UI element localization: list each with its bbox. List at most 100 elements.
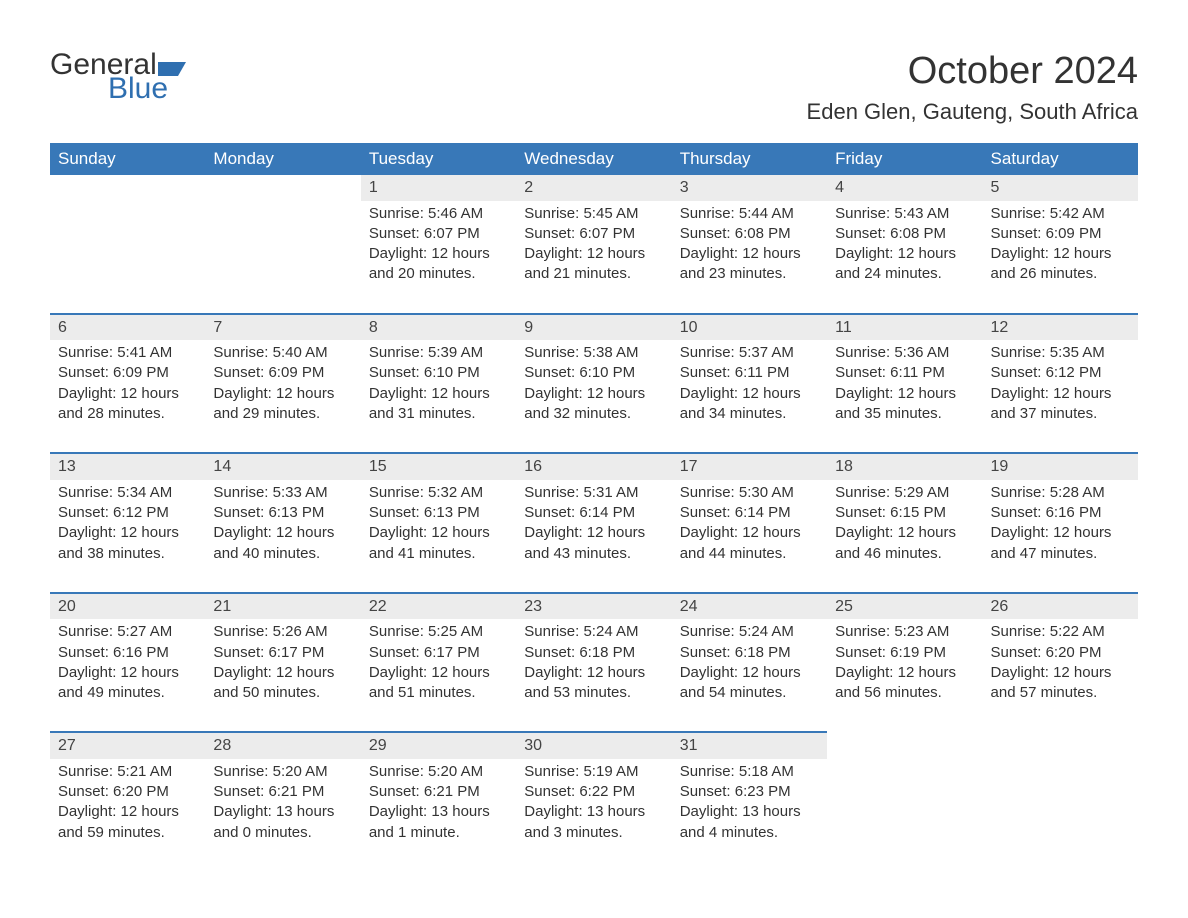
sunrise-line: Sunrise: 5:46 AM (369, 204, 508, 224)
weekday-header-row: Sunday Monday Tuesday Wednesday Thursday… (50, 143, 1138, 175)
day-number-cell: 17 (672, 453, 827, 480)
sunrise-line: Sunrise: 5:31 AM (524, 483, 663, 503)
sunrise-line: Sunrise: 5:38 AM (524, 343, 663, 363)
sunrise-line: Sunrise: 5:41 AM (58, 343, 197, 363)
day-number-cell: 4 (827, 175, 982, 201)
sunrise-line: Sunrise: 5:24 AM (524, 622, 663, 642)
day-number: 14 (213, 458, 231, 475)
day-detail-cell: Sunrise: 5:33 AMSunset: 6:13 PMDaylight:… (205, 480, 360, 593)
sunset-line: Sunset: 6:07 PM (369, 224, 508, 244)
daylight-line: Daylight: 12 hours and 47 minutes. (991, 523, 1130, 564)
sunrise-line: Sunrise: 5:20 AM (213, 762, 352, 782)
daylight-line: Daylight: 12 hours and 59 minutes. (58, 802, 197, 843)
sunrise-line: Sunrise: 5:30 AM (680, 483, 819, 503)
sunrise-line: Sunrise: 5:32 AM (369, 483, 508, 503)
sunset-line: Sunset: 6:15 PM (835, 503, 974, 523)
sunset-line: Sunset: 6:12 PM (991, 363, 1130, 383)
day-number: 16 (524, 458, 542, 475)
sunset-line: Sunset: 6:23 PM (680, 782, 819, 802)
daynum-row: 2728293031 (50, 732, 1138, 759)
day-number-cell: 31 (672, 732, 827, 759)
day-number-cell (50, 175, 205, 201)
day-number: 4 (835, 179, 844, 196)
sunrise-line: Sunrise: 5:24 AM (680, 622, 819, 642)
sunrise-line: Sunrise: 5:36 AM (835, 343, 974, 363)
detail-row: Sunrise: 5:46 AMSunset: 6:07 PMDaylight:… (50, 201, 1138, 314)
sunset-line: Sunset: 6:11 PM (835, 363, 974, 383)
day-number-cell: 23 (516, 593, 671, 620)
day-number: 28 (213, 737, 231, 754)
day-detail-cell (827, 759, 982, 871)
sunrise-line: Sunrise: 5:26 AM (213, 622, 352, 642)
detail-row: Sunrise: 5:41 AMSunset: 6:09 PMDaylight:… (50, 340, 1138, 453)
day-detail-cell: Sunrise: 5:20 AMSunset: 6:21 PMDaylight:… (205, 759, 360, 871)
day-number: 21 (213, 598, 231, 615)
sunrise-line: Sunrise: 5:35 AM (991, 343, 1130, 363)
sunset-line: Sunset: 6:08 PM (680, 224, 819, 244)
daylight-line: Daylight: 12 hours and 49 minutes. (58, 663, 197, 704)
daylight-line: Daylight: 12 hours and 46 minutes. (835, 523, 974, 564)
daylight-line: Daylight: 13 hours and 0 minutes. (213, 802, 352, 843)
sunset-line: Sunset: 6:17 PM (369, 643, 508, 663)
sunset-line: Sunset: 6:22 PM (524, 782, 663, 802)
day-number-cell: 28 (205, 732, 360, 759)
day-number: 29 (369, 737, 387, 754)
day-detail-cell: Sunrise: 5:40 AMSunset: 6:09 PMDaylight:… (205, 340, 360, 453)
sunrise-line: Sunrise: 5:33 AM (213, 483, 352, 503)
sunrise-line: Sunrise: 5:27 AM (58, 622, 197, 642)
daylight-line: Daylight: 13 hours and 4 minutes. (680, 802, 819, 843)
sunrise-line: Sunrise: 5:19 AM (524, 762, 663, 782)
sunset-line: Sunset: 6:21 PM (213, 782, 352, 802)
day-number-cell: 14 (205, 453, 360, 480)
day-detail-cell: Sunrise: 5:36 AMSunset: 6:11 PMDaylight:… (827, 340, 982, 453)
weekday-header: Sunday (50, 143, 205, 175)
day-number: 15 (369, 458, 387, 475)
weekday-header: Tuesday (361, 143, 516, 175)
header-bar: General Blue October 2024 Eden Glen, Gau… (50, 50, 1138, 125)
sunset-line: Sunset: 6:19 PM (835, 643, 974, 663)
sunrise-line: Sunrise: 5:40 AM (213, 343, 352, 363)
sunrise-line: Sunrise: 5:22 AM (991, 622, 1130, 642)
day-detail-cell: Sunrise: 5:32 AMSunset: 6:13 PMDaylight:… (361, 480, 516, 593)
day-number: 9 (524, 319, 533, 336)
day-number: 18 (835, 458, 853, 475)
day-detail-cell: Sunrise: 5:35 AMSunset: 6:12 PMDaylight:… (983, 340, 1138, 453)
weekday-header: Thursday (672, 143, 827, 175)
daylight-line: Daylight: 13 hours and 1 minute. (369, 802, 508, 843)
location-subtitle: Eden Glen, Gauteng, South Africa (807, 99, 1138, 125)
sunrise-line: Sunrise: 5:37 AM (680, 343, 819, 363)
sunrise-line: Sunrise: 5:42 AM (991, 204, 1130, 224)
day-detail-cell: Sunrise: 5:43 AMSunset: 6:08 PMDaylight:… (827, 201, 982, 314)
daynum-row: 13 14 15 16 17 18 19 (50, 453, 1138, 480)
daylight-line: Daylight: 12 hours and 53 minutes. (524, 663, 663, 704)
day-number-cell: 1 (361, 175, 516, 201)
sunset-line: Sunset: 6:18 PM (680, 643, 819, 663)
sunset-line: Sunset: 6:16 PM (991, 503, 1130, 523)
day-number-cell: 25 (827, 593, 982, 620)
sunset-line: Sunset: 6:20 PM (58, 782, 197, 802)
day-number: 7 (213, 319, 222, 336)
day-number-cell: 11 (827, 314, 982, 341)
detail-row: Sunrise: 5:34 AMSunset: 6:12 PMDaylight:… (50, 480, 1138, 593)
day-number-cell (983, 732, 1138, 759)
daynum-row: 6789101112 (50, 314, 1138, 341)
day-number-cell: 22 (361, 593, 516, 620)
day-number-cell: 16 (516, 453, 671, 480)
sunset-line: Sunset: 6:14 PM (524, 503, 663, 523)
day-detail-cell: Sunrise: 5:20 AMSunset: 6:21 PMDaylight:… (361, 759, 516, 871)
day-number: 25 (835, 598, 853, 615)
daylight-line: Daylight: 12 hours and 43 minutes. (524, 523, 663, 564)
day-number-cell: 10 (672, 314, 827, 341)
sunset-line: Sunset: 6:10 PM (524, 363, 663, 383)
day-number: 31 (680, 737, 698, 754)
day-detail-cell: Sunrise: 5:31 AMSunset: 6:14 PMDaylight:… (516, 480, 671, 593)
day-number-cell: 2 (516, 175, 671, 201)
sunset-line: Sunset: 6:13 PM (213, 503, 352, 523)
day-number-cell: 24 (672, 593, 827, 620)
day-number-cell: 7 (205, 314, 360, 341)
sunrise-line: Sunrise: 5:39 AM (369, 343, 508, 363)
daylight-line: Daylight: 12 hours and 41 minutes. (369, 523, 508, 564)
day-number: 19 (991, 458, 1009, 475)
day-number: 13 (58, 458, 76, 475)
day-number: 8 (369, 319, 378, 336)
